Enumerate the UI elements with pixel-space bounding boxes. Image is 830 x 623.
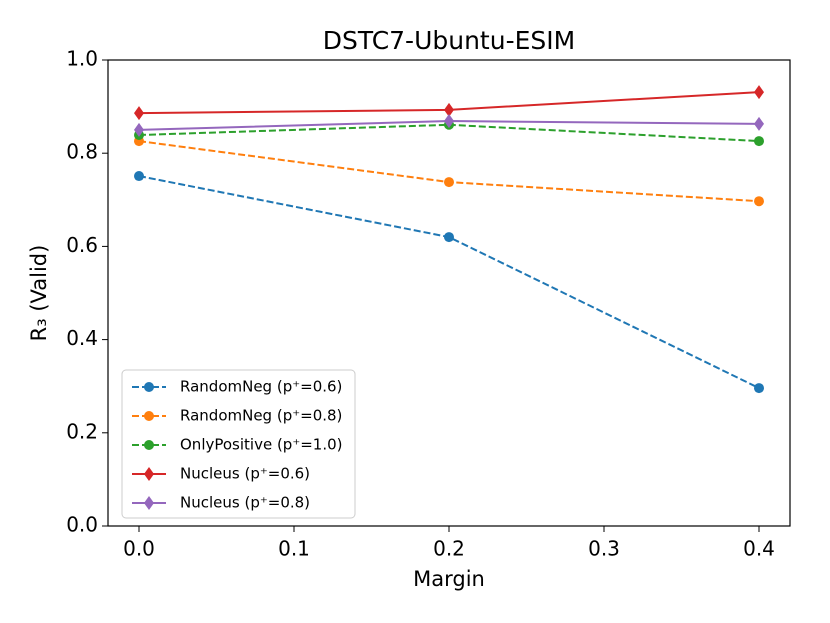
x-tick-label: 0.3 <box>588 537 620 561</box>
data-point <box>134 122 144 137</box>
legend-label: RandomNeg (p⁺=0.8) <box>180 407 342 425</box>
plot-frame <box>107 59 791 527</box>
y-tick-label: 1.0 <box>66 47 98 71</box>
chart-title: DSTC7-Ubuntu-ESIM <box>323 26 575 55</box>
legend-box <box>121 369 356 519</box>
data-point <box>754 383 764 394</box>
x-tick-label: 0.0 <box>123 537 155 561</box>
x-tick-label: 0.1 <box>278 537 310 561</box>
y-tick-label: 0.6 <box>66 233 98 257</box>
data-point <box>134 106 144 121</box>
legend-label: RandomNeg (p⁺=0.6) <box>180 378 342 396</box>
y-tick-label: 0.2 <box>66 419 98 443</box>
y-tick-label: 0.4 <box>66 326 98 350</box>
x-tick-label: 0.2 <box>433 537 465 561</box>
y-tick-label: 0.0 <box>66 513 98 537</box>
y-tick-label: 0.8 <box>66 140 98 164</box>
data-point <box>754 196 764 207</box>
y-axis-label: R₃ (Valid) <box>27 245 51 342</box>
legend-marker <box>144 440 154 450</box>
data-point <box>754 116 764 131</box>
legend-marker <box>144 411 154 421</box>
data-point <box>444 114 454 129</box>
data-point <box>754 85 764 100</box>
x-tick-label: 0.4 <box>743 537 775 561</box>
legend-label: Nucleus (p⁺=0.6) <box>180 465 310 483</box>
legend-label: Nucleus (p⁺=0.8) <box>180 494 310 512</box>
x-axis-label: Margin <box>413 567 485 591</box>
series-line <box>138 140 760 203</box>
data-point <box>444 102 454 117</box>
legend-marker <box>144 382 154 392</box>
data-point <box>444 177 454 188</box>
legend-marker <box>144 467 154 481</box>
data-point <box>754 136 764 147</box>
data-point <box>134 171 144 182</box>
series-line <box>138 175 760 389</box>
legend-label: OnlyPositive (p⁺=1.0) <box>180 436 343 454</box>
data-point <box>444 232 454 243</box>
legend-marker <box>144 496 154 510</box>
